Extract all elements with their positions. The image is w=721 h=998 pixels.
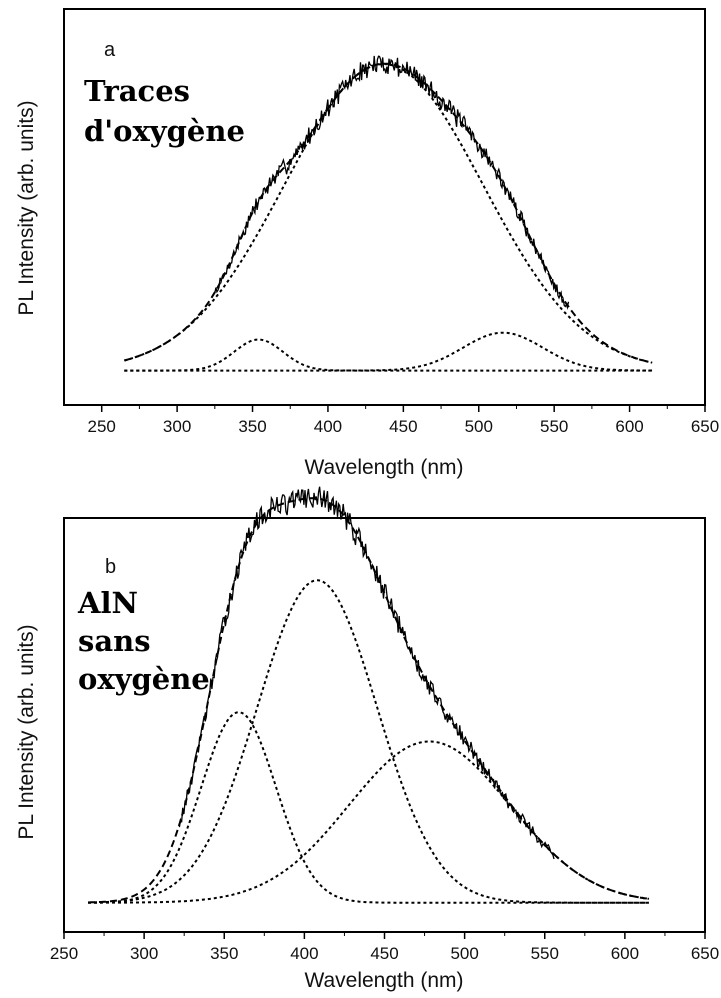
- x-tick-label: 350: [210, 944, 238, 963]
- panel-b-annotation-line-3: oxygène: [78, 662, 210, 696]
- x-tick-label: 550: [540, 417, 568, 436]
- panel-a-annotation-line-2: d'oxygène: [84, 114, 245, 148]
- panel-a-x-axis-title: Wavelength (nm): [304, 456, 463, 479]
- panel-b-annotation-line-1: AlN: [77, 586, 138, 620]
- panel-b-y-axis-title: PL Intensity (arb. units): [15, 624, 38, 839]
- x-tick-label: 550: [531, 944, 559, 963]
- gaussian-component-curve: [88, 579, 649, 904]
- gaussian-component-curve: [124, 338, 653, 372]
- panel-a-x-ticks: 250 300 350 400 450 500 550 600 650: [88, 405, 719, 436]
- measured-spectrum-curve: [178, 486, 555, 860]
- x-tick-label: 650: [691, 417, 719, 436]
- panel-b-x-ticks: 250 300 350 400 450 500 550 600 650: [50, 932, 719, 963]
- x-tick-label: 400: [314, 417, 342, 436]
- panel-b: 250 300 350 400 450 500 550 600 650 b AlN sans o…: [15, 486, 719, 992]
- x-tick-label: 600: [611, 944, 639, 963]
- x-tick-label: 500: [465, 417, 493, 436]
- panel-b-frame: [63, 517, 706, 933]
- x-tick-label: 250: [50, 944, 78, 963]
- fit-envelope-curve: [124, 62, 653, 364]
- panel-b-annotation-line-2: sans: [78, 624, 151, 658]
- gaussian-component-curve: [88, 740, 650, 904]
- x-tick-label: 500: [450, 944, 478, 963]
- x-tick-label: 400: [290, 944, 318, 963]
- x-tick-label: 300: [163, 417, 191, 436]
- x-tick-label: 450: [389, 417, 417, 436]
- panel-a-series: [124, 55, 653, 372]
- panel-a: 250 300 350 400 450 500 550 600 650 a Traces d'o…: [15, 8, 719, 479]
- panel-a-frame: [63, 8, 706, 406]
- panel-b-letter: b: [105, 556, 116, 578]
- x-tick-label: 450: [370, 944, 398, 963]
- panel-b-series: [88, 486, 650, 904]
- panel-a-letter: a: [104, 39, 116, 61]
- x-tick-label: 650: [691, 944, 719, 963]
- measured-spectrum-curve: [214, 55, 570, 310]
- panel-a-annotation-line-1: Traces: [84, 74, 190, 108]
- x-tick-label: 600: [615, 417, 643, 436]
- panel-a-y-axis-title: PL Intensity (arb. units): [15, 100, 38, 315]
- gaussian-component-curve: [88, 711, 649, 904]
- x-tick-label: 300: [130, 944, 158, 963]
- panel-b-x-axis-title: Wavelength (nm): [304, 969, 463, 992]
- gaussian-component-curve: [124, 63, 653, 364]
- gaussian-component-curve: [124, 331, 653, 372]
- x-tick-label: 350: [238, 417, 266, 436]
- x-tick-label: 250: [88, 417, 116, 436]
